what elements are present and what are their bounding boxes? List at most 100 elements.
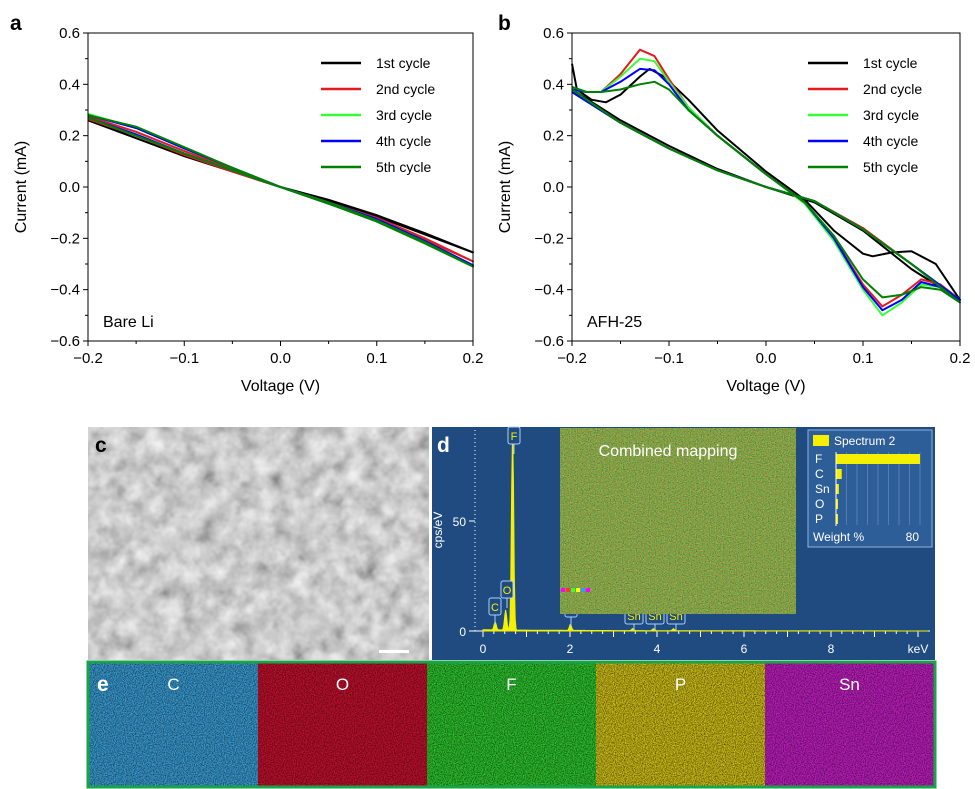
inset-category-label: O [815, 497, 824, 511]
weight-inset [807, 429, 933, 548]
y-tick-label: 0.2 [543, 128, 564, 145]
element-map-label: Sn [839, 675, 860, 694]
combined-map-key-swatch [581, 588, 585, 592]
element-map-label: P [675, 675, 686, 694]
inset-category-label: C [815, 467, 824, 481]
panel-label-e: e [97, 673, 109, 696]
x-tick-label: 0.2 [463, 350, 484, 367]
inset-category-label: P [815, 512, 823, 526]
element-map-speckle [427, 663, 596, 786]
combined-map-key-swatch [561, 588, 565, 592]
element-map-speckle [89, 663, 258, 786]
y-tick-label: −0.2 [50, 230, 80, 247]
y-axis-label: Current (mA) [13, 141, 30, 233]
element-map-label: O [336, 675, 349, 694]
legend-label: 2nd cycle [376, 81, 435, 97]
legend-label: 1st cycle [376, 55, 431, 71]
element-map-label: C [167, 675, 179, 694]
x-axis-label: Voltage (V) [726, 378, 805, 395]
spectrum-trace [482, 428, 928, 632]
y-tick-label: −0.6 [534, 333, 564, 350]
x-tick-label: −0.2 [73, 350, 103, 367]
inset-legend-label: Spectrum 2 [834, 434, 896, 448]
combined-map-key-swatch [586, 588, 590, 592]
element-map-speckle [258, 663, 427, 786]
element-map-label: F [506, 675, 516, 694]
y-tick-label: 0.4 [59, 76, 80, 93]
y-tick-label: 0.6 [59, 25, 80, 42]
inset-bar [836, 454, 920, 464]
peak-label-box [500, 580, 514, 599]
panel-label-d: d [437, 434, 450, 457]
x-tick-label: 0.2 [950, 350, 971, 367]
legend-label: 1st cycle [863, 55, 918, 71]
panel-c-sem-image: c [88, 427, 429, 660]
x-tick-label: 8 [828, 642, 835, 656]
inset-legend-swatch [813, 435, 829, 446]
series-line-4 [571, 67, 961, 312]
y-tick-label: 0.4 [543, 76, 564, 93]
combined-map-key-swatch [571, 588, 575, 592]
x-axis-label: keV [908, 642, 929, 656]
y-axis-label: cps/eV [431, 512, 445, 549]
y-tick-label: −0.4 [50, 282, 80, 299]
element-map-speckle [765, 663, 934, 786]
x-tick-label: −0.1 [169, 350, 199, 367]
chart-b: −0.2 −0.1 0.0 0.1 0.2 −0.6 −0.4 −0.2 0.0 0.2 0.4 0.… [497, 25, 970, 395]
inset-bar [836, 499, 838, 509]
inset-category-label: Sn [815, 482, 830, 496]
panel-label-c: c [95, 434, 107, 457]
y-tick-label: 0.6 [543, 25, 564, 42]
inset-x-label: Weight % [813, 530, 864, 544]
y-tick-label: −0.2 [534, 230, 564, 247]
inset-bar [836, 514, 838, 524]
element-maps-frame [86, 660, 937, 789]
x-axis-label: Voltage (V) [241, 378, 320, 395]
x-tick-label: 0.1 [853, 350, 874, 367]
y-tick-label: 50 [453, 515, 467, 529]
combined-map-key-swatch [566, 588, 570, 592]
y-tick-label: −0.6 [50, 333, 80, 350]
panel-label-a: a [10, 12, 22, 35]
x-tick-label: 0.0 [756, 350, 777, 367]
chart-a: −0.2 −0.1 0.0 0.1 0.2 −0.6 −0.4 −0.2 0.0 0.2 0.4 0.… [13, 25, 483, 395]
legend-label: 5th cycle [863, 159, 918, 175]
peak-label: F [511, 431, 518, 443]
y-tick-label: 0.0 [543, 179, 564, 196]
inset-bar [836, 469, 842, 479]
legend-label: 3rd cycle [376, 107, 432, 123]
y-tick-label: 0.2 [59, 128, 80, 145]
x-tick-label: 2 [567, 642, 574, 656]
scale-bar [379, 650, 409, 653]
y-tick-label: −0.4 [534, 282, 564, 299]
x-tick-label: 6 [741, 642, 748, 656]
y-tick-label: 0 [459, 625, 466, 639]
x-tick-label: −0.2 [557, 350, 587, 367]
combined-map-title: Combined mapping [599, 443, 738, 460]
peak-label: C [491, 602, 499, 614]
y-tick-label: 0.0 [59, 179, 80, 196]
peak-label-box [507, 426, 521, 445]
x-tick-label: 0.1 [366, 350, 387, 367]
panel-label-b: b [498, 12, 511, 35]
combined-map-speckle [560, 428, 796, 614]
x-tick-label: 0.0 [270, 350, 291, 367]
peak-label-box [488, 597, 502, 616]
panel-e-element-maps: C O F P Sn e [86, 660, 937, 789]
inset-category-label: F [815, 452, 822, 466]
legend-label: 4th cycle [376, 133, 431, 149]
legend-label: 2nd cycle [863, 81, 922, 97]
legend-label: 5th cycle [376, 159, 431, 175]
legend-label: 3rd cycle [863, 107, 919, 123]
x-tick-label: 0 [480, 642, 487, 656]
x-tick-label: −0.1 [654, 350, 684, 367]
legend-label: 4th cycle [863, 133, 918, 149]
peak-label: O [503, 585, 512, 597]
series-line-5 [571, 80, 961, 304]
sample-annotation: AFH-25 [587, 314, 642, 331]
element-map-speckle [596, 663, 765, 786]
combined-map-key-swatch [576, 588, 580, 592]
inset-x-tick: 80 [906, 530, 920, 544]
